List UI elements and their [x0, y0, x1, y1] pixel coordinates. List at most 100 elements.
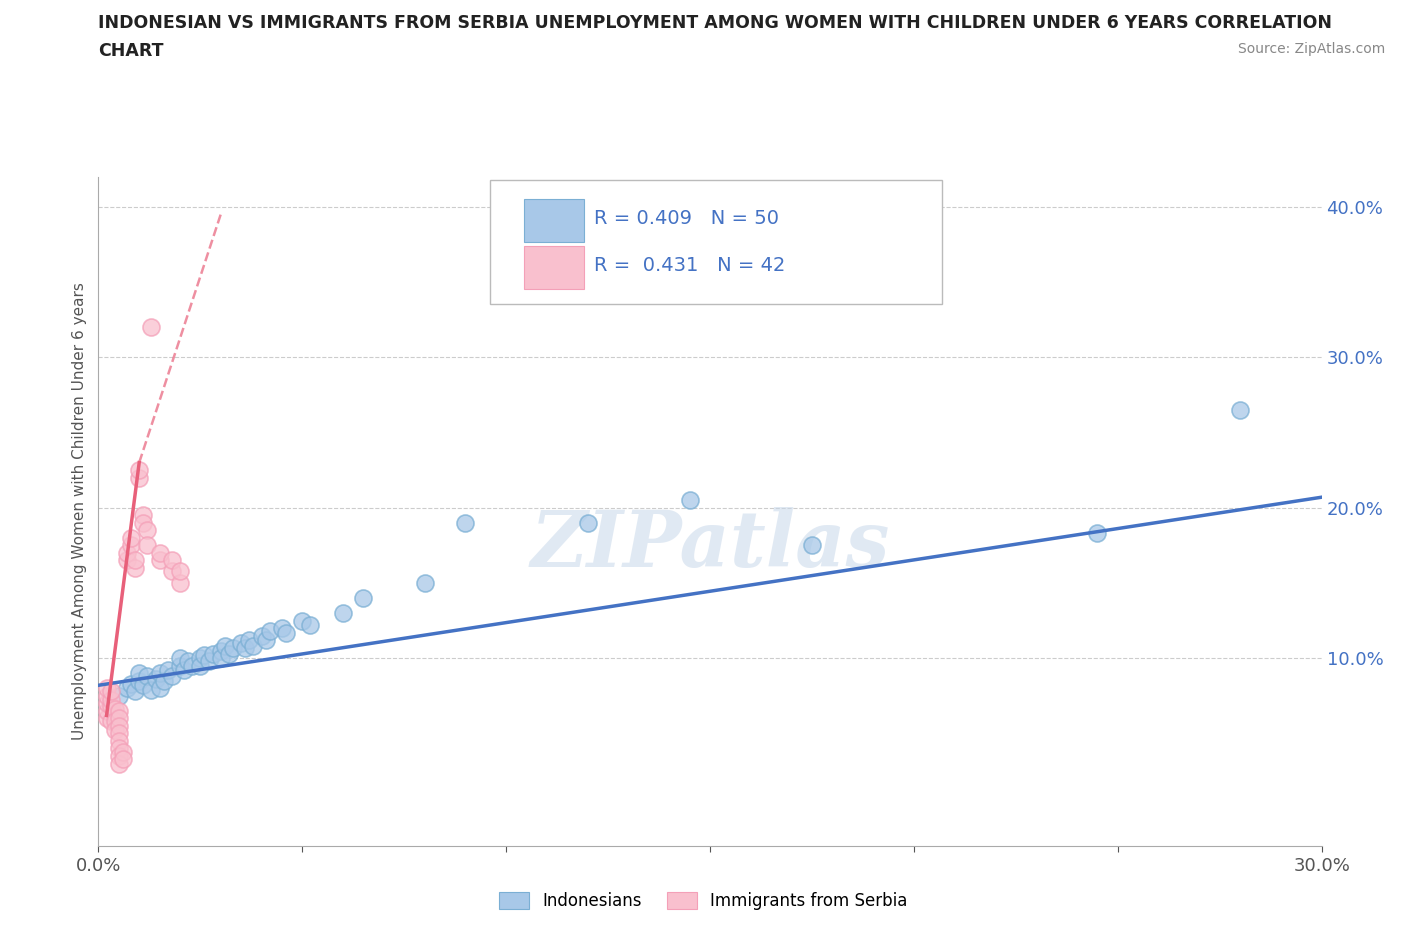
Point: [160, 553, 183, 568]
Point: [169, 564, 191, 578]
Text: ZIPatlas: ZIPatlas: [530, 507, 890, 583]
Point: [96, 696, 118, 711]
Point: [124, 684, 146, 698]
Point: [104, 723, 127, 737]
Point: [679, 493, 702, 508]
Point: [115, 545, 138, 560]
Point: [145, 671, 167, 686]
Point: [136, 669, 159, 684]
Point: [136, 538, 159, 552]
Point: [222, 640, 245, 655]
Point: [169, 651, 191, 666]
Point: [96, 711, 118, 725]
Point: [111, 744, 134, 759]
Point: [108, 711, 131, 725]
Point: [218, 646, 240, 661]
Point: [169, 576, 191, 591]
Text: INDONESIAN VS IMMIGRANTS FROM SERBIA UNEMPLOYMENT AMONG WOMEN WITH CHILDREN UNDE: INDONESIAN VS IMMIGRANTS FROM SERBIA UNE…: [98, 14, 1333, 32]
Point: [242, 639, 264, 654]
Point: [128, 666, 150, 681]
Point: [132, 515, 155, 530]
Point: [108, 726, 131, 741]
Point: [169, 658, 191, 673]
Point: [1085, 525, 1108, 540]
Point: [108, 756, 131, 771]
Point: [259, 624, 281, 639]
Point: [128, 471, 150, 485]
Text: Source: ZipAtlas.com: Source: ZipAtlas.com: [1237, 42, 1385, 56]
Point: [108, 703, 131, 718]
Point: [149, 553, 172, 568]
Point: [115, 553, 138, 568]
Point: [132, 508, 155, 523]
Point: [181, 658, 204, 673]
Point: [188, 651, 212, 666]
Point: [576, 515, 599, 530]
Point: [96, 703, 118, 718]
Point: [270, 620, 294, 635]
Point: [108, 749, 131, 764]
Point: [108, 688, 131, 703]
Point: [160, 564, 183, 578]
FancyBboxPatch shape: [524, 199, 583, 242]
Point: [152, 673, 174, 688]
Point: [299, 618, 322, 632]
Point: [108, 719, 131, 734]
Point: [214, 639, 236, 654]
Point: [108, 741, 131, 756]
Point: [149, 681, 172, 696]
FancyBboxPatch shape: [524, 246, 583, 288]
Legend: Indonesians, Immigrants from Serbia: Indonesians, Immigrants from Serbia: [492, 885, 914, 917]
Point: [100, 693, 122, 708]
Y-axis label: Unemployment Among Women with Children Under 6 years: Unemployment Among Women with Children U…: [72, 283, 87, 740]
Point: [209, 651, 232, 666]
Text: R =  0.431   N = 42: R = 0.431 N = 42: [593, 257, 785, 275]
Point: [124, 561, 146, 576]
Point: [188, 658, 212, 673]
Point: [801, 538, 824, 552]
Point: [104, 714, 127, 729]
Point: [209, 644, 232, 658]
Point: [100, 714, 122, 729]
Point: [149, 666, 172, 681]
Point: [120, 538, 142, 552]
Point: [104, 708, 127, 723]
Point: [132, 678, 155, 693]
Point: [96, 681, 118, 696]
Point: [454, 515, 477, 530]
Point: [160, 669, 183, 684]
Point: [238, 632, 260, 647]
Point: [274, 625, 297, 640]
Text: R = 0.409   N = 50: R = 0.409 N = 50: [593, 208, 779, 228]
Point: [136, 523, 159, 538]
Point: [141, 683, 163, 698]
Point: [128, 673, 150, 688]
Point: [120, 530, 142, 545]
Point: [115, 681, 138, 696]
FancyBboxPatch shape: [489, 180, 942, 304]
Point: [96, 688, 118, 703]
Point: [201, 646, 224, 661]
Point: [141, 320, 163, 335]
Point: [332, 605, 354, 620]
Point: [149, 545, 172, 560]
Point: [177, 654, 200, 669]
Point: [233, 640, 256, 655]
Point: [104, 702, 127, 717]
Point: [108, 734, 131, 749]
Point: [291, 613, 314, 628]
Point: [128, 463, 150, 478]
Point: [352, 591, 374, 605]
Point: [100, 684, 122, 698]
Point: [120, 676, 142, 691]
Point: [156, 663, 179, 678]
Point: [100, 699, 122, 714]
Point: [254, 632, 277, 647]
Point: [111, 751, 134, 766]
Point: [231, 636, 253, 651]
Point: [124, 553, 146, 568]
Point: [250, 628, 273, 643]
Point: [197, 654, 219, 669]
Point: [1229, 403, 1251, 418]
Point: [193, 648, 215, 663]
